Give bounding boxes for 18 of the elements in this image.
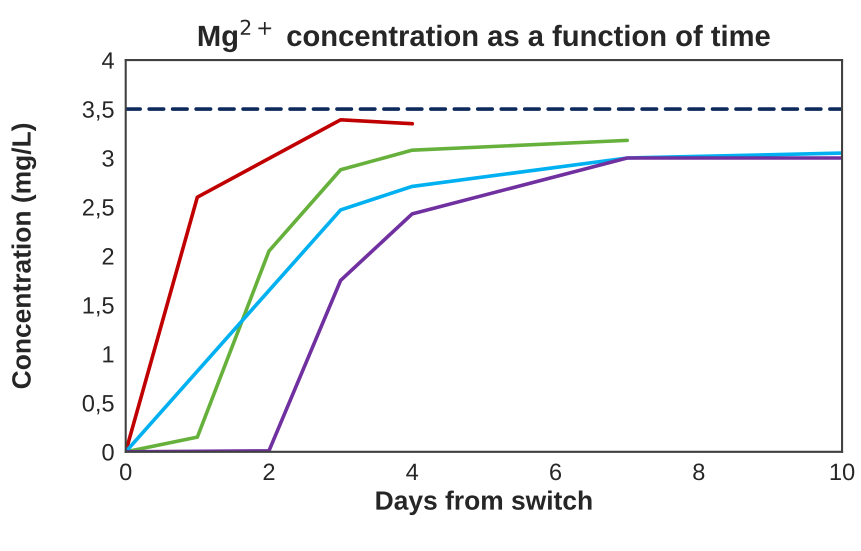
y-tick-label: 2,5 (82, 199, 114, 219)
y-tick-label: 2 (102, 248, 114, 264)
y-tick-label: 1,5 (84, 297, 114, 316)
y-tick-label: 4 (102, 52, 114, 69)
x-tick-label: 8 (693, 464, 704, 480)
y-tick-label: 0,5 (82, 394, 114, 414)
x-axis-title: Days from switch (376, 490, 592, 516)
chart-title: Mg$^{2+}$ concentration as a function of time (198, 20, 770, 52)
y-axis-title: Concentration (mg/L) (11, 124, 36, 388)
x-tick-label: 0 (120, 464, 132, 480)
x-tick-label: 4 (406, 464, 418, 480)
y-tick-label: 1 (103, 346, 114, 362)
x-tick-label: 6 (550, 464, 562, 480)
y-tick-label: 3 (102, 150, 114, 167)
x-tick-label: 2 (264, 464, 274, 480)
x-tick-label: 10 (830, 464, 854, 480)
y-tick-label: 0 (102, 444, 114, 461)
y-tick-label: 3,5 (82, 101, 114, 121)
